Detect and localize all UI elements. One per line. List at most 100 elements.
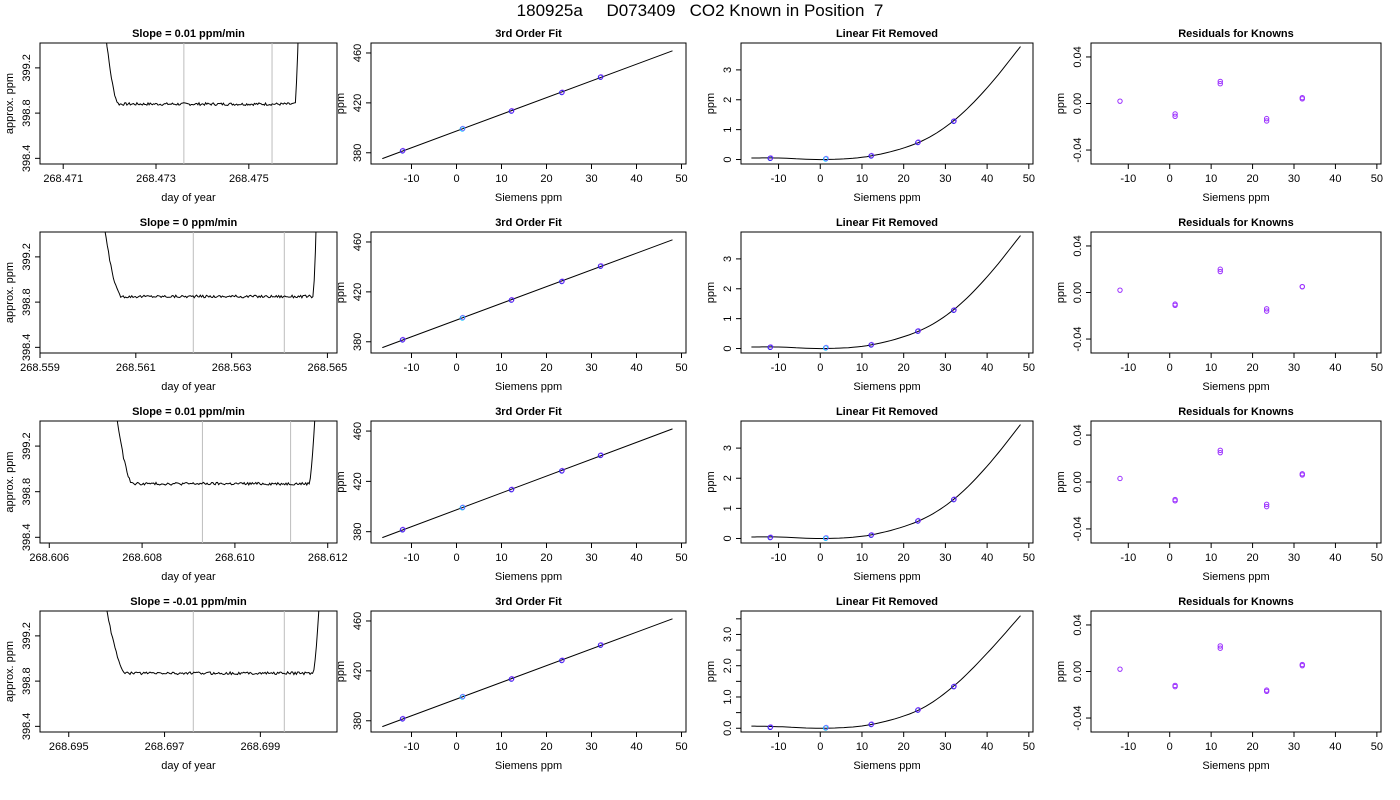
x-tick-label: 40 xyxy=(630,173,642,185)
x-tick-label: -10 xyxy=(771,552,787,564)
panel-r3-c3: Residuals for Knowns -10 0 10 20 30 40 50 Siemen… xyxy=(1055,596,1383,772)
x-tick-label: 0 xyxy=(1167,552,1173,564)
panel-title: Residuals for Knowns xyxy=(1178,28,1294,40)
y-tick-label: 2 xyxy=(722,97,734,103)
data-point xyxy=(823,534,829,541)
y-tick-label: 398.8 xyxy=(21,478,33,506)
plot-area xyxy=(382,618,673,728)
data-point xyxy=(823,344,829,350)
y-tick-label: 0.00 xyxy=(1072,93,1084,114)
data-point xyxy=(509,107,515,114)
x-tick-label: 10 xyxy=(856,741,868,753)
x-tick-label: 268.565 xyxy=(308,362,348,374)
data-point xyxy=(1217,81,1223,87)
x-tick-label: 20 xyxy=(540,362,552,374)
x-tick-label: 268.475 xyxy=(229,173,269,185)
x-tick-label: 268.612 xyxy=(308,552,348,564)
plot-frame xyxy=(740,420,1034,544)
data-point xyxy=(822,345,829,351)
plot-area xyxy=(106,43,299,164)
y-tick-label: 460 xyxy=(352,233,364,251)
x-tick-label: 0 xyxy=(1167,741,1173,753)
panel-r1-c2: Linear Fit Removed-10 0 10 20 30 40 50Siemens … xyxy=(705,217,1035,393)
plot-area xyxy=(751,424,1021,541)
y-tick-label: 0.00 xyxy=(1072,282,1084,303)
plot-frame xyxy=(1090,610,1382,733)
data-point xyxy=(400,336,406,342)
data-point xyxy=(869,721,875,727)
panel-r0-c2: Linear Fit Removed-10 0 10 20 30 40 50Siemens … xyxy=(705,28,1035,204)
data-point xyxy=(509,486,515,492)
x-tick-label: 268.561 xyxy=(116,362,156,374)
x-axis-label: Siemens ppm xyxy=(853,571,920,583)
x-tick-label: 20 xyxy=(1246,362,1258,374)
y-tick-label: 398.4 xyxy=(21,145,33,173)
panel-title: 3rd Order Fit xyxy=(495,596,562,608)
data-point xyxy=(559,278,566,284)
panel-title: Residuals for Knowns xyxy=(1178,217,1294,229)
panel-title: Linear Fit Removed xyxy=(836,596,938,608)
x-tick-label: 40 xyxy=(1329,741,1341,753)
x-tick-label: 30 xyxy=(1288,173,1300,185)
x-tick-label: 0 xyxy=(817,741,823,753)
x-tick-label: 20 xyxy=(540,741,552,753)
data-point xyxy=(767,155,773,162)
data-point xyxy=(1172,113,1178,119)
y-tick-label: 420 xyxy=(352,662,364,680)
plot-frame xyxy=(39,610,338,733)
data-point xyxy=(1299,661,1305,668)
data-point xyxy=(767,724,773,731)
y-tick-label: 398.4 xyxy=(21,713,33,741)
x-tick-label: 40 xyxy=(1329,552,1341,564)
y-tick-label: 380 xyxy=(352,333,364,351)
data-point xyxy=(400,147,406,153)
x-axis-label: Siemens ppm xyxy=(495,571,562,583)
data-trace xyxy=(104,232,317,299)
y-tick-label: 460 xyxy=(352,44,364,62)
y-tick-label: 398.8 xyxy=(21,288,33,316)
x-tick-label: -10 xyxy=(1120,362,1136,374)
data-point xyxy=(822,156,829,162)
x-tick-label: 10 xyxy=(856,362,868,374)
fit-curve xyxy=(382,618,673,728)
data-point xyxy=(767,344,773,351)
data-point xyxy=(460,693,466,699)
x-tick-label: -10 xyxy=(771,362,787,374)
data-point xyxy=(768,724,774,730)
y-tick-label: 0.04 xyxy=(1072,46,1084,67)
data-point xyxy=(868,153,874,159)
x-tick-label: 20 xyxy=(1246,552,1258,564)
data-point xyxy=(400,715,406,721)
data-point xyxy=(951,683,957,690)
x-tick-label: 10 xyxy=(856,173,868,185)
data-point xyxy=(509,675,515,682)
panel-r3-c0: Slope = -0.01 ppm/min 268.695 268.697 268.6… xyxy=(4,596,338,772)
data-point xyxy=(915,327,922,334)
plot-frame xyxy=(39,420,338,544)
x-tick-label: 40 xyxy=(981,173,993,185)
y-tick-label: 0 xyxy=(722,535,734,541)
data-point xyxy=(822,535,829,541)
y-tick-label: -0.04 xyxy=(1072,516,1084,541)
figure-title: 180925a D073409 CO2 Known in Position 7 xyxy=(516,1,884,20)
data-point xyxy=(823,724,829,730)
x-tick-label: 268.610 xyxy=(215,552,255,564)
x-tick-label: 40 xyxy=(981,741,993,753)
y-tick-label: 0 xyxy=(722,345,734,351)
data-point xyxy=(1172,301,1178,307)
x-tick-label: 268.606 xyxy=(29,552,69,564)
plot-area xyxy=(104,232,317,353)
plot-frame xyxy=(1090,42,1382,165)
fit-curve xyxy=(382,50,673,160)
y-tick-label: 398.8 xyxy=(21,99,33,127)
panel-title: Linear Fit Removed xyxy=(836,406,938,418)
data-point xyxy=(508,108,515,114)
fit-curve xyxy=(751,46,1021,161)
x-tick-label: 50 xyxy=(675,552,687,564)
data-point xyxy=(597,263,604,269)
plot-area xyxy=(1117,78,1305,124)
y-tick-label: 0.04 xyxy=(1072,235,1084,256)
y-axis-label: ppm xyxy=(705,471,717,492)
plot-area xyxy=(751,615,1021,731)
y-axis-label: approx. ppm xyxy=(4,451,16,512)
